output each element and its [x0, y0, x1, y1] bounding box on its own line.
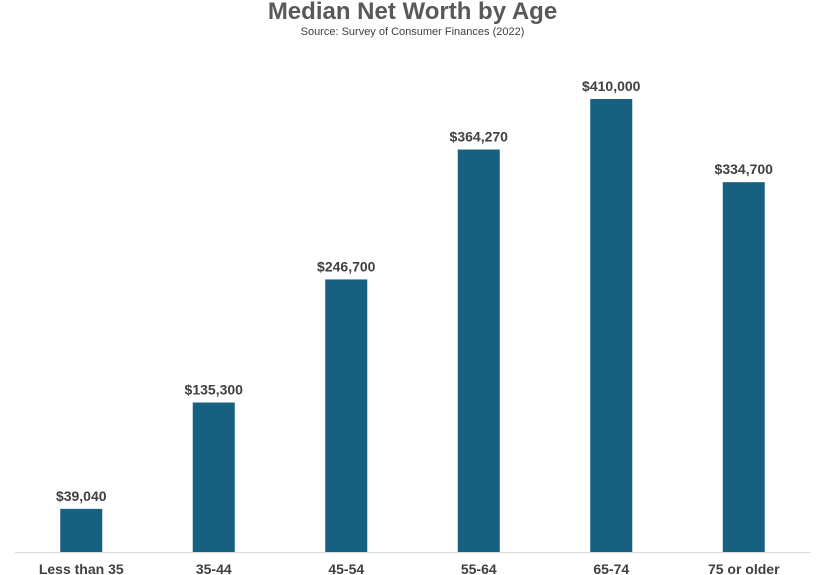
x-tick-label-1: 35-44	[196, 561, 232, 575]
data-label-5: $334,700	[715, 161, 774, 177]
data-label-3: $364,270	[450, 129, 509, 145]
bar-2	[325, 279, 368, 552]
data-label-1: $135,300	[185, 382, 244, 398]
chart-title: Median Net Worth by Age	[267, 0, 558, 25]
x-tick-label-5: 75 or older	[708, 561, 780, 575]
x-tick-label-2: 45-54	[328, 561, 364, 575]
bar-4	[590, 99, 633, 552]
x-tick-label-4: 65-74	[593, 561, 629, 575]
bar-5	[722, 182, 765, 552]
data-label-2: $246,700	[317, 258, 376, 274]
data-label-0: $39,040	[56, 488, 107, 504]
bar-0	[60, 508, 103, 552]
x-tick-label-0: Less than 35	[39, 561, 124, 575]
x-tick-label-3: 55-64	[461, 561, 497, 575]
chart-subtitle: Source: Survey of Consumer Finances (202…	[300, 26, 525, 38]
data-label-4: $410,000	[582, 78, 641, 94]
bar-3	[457, 149, 500, 553]
bar-1	[192, 402, 235, 552]
